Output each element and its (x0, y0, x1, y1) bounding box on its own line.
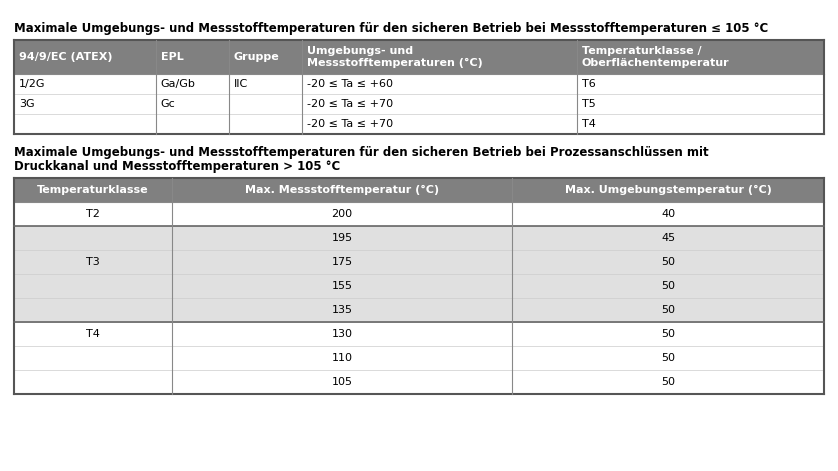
Bar (14, 346, 824, 370)
Text: 195: 195 (332, 233, 353, 243)
Text: Max. Umgebungstemperatur (°C): Max. Umgebungstemperatur (°C) (565, 185, 772, 195)
Text: 94/9/EC (ATEX): 94/9/EC (ATEX) (19, 52, 112, 62)
Text: 50: 50 (661, 329, 675, 339)
Text: Druckkanal und Messstofftemperaturen > 105 °C: Druckkanal und Messstofftemperaturen > 1… (14, 160, 340, 173)
Text: 200: 200 (332, 209, 353, 219)
Text: 50: 50 (661, 257, 675, 267)
Text: Maximale Umgebungs- und Messstofftemperaturen für den sicheren Betrieb bei Proze: Maximale Umgebungs- und Messstofftempera… (14, 146, 709, 159)
Text: T6: T6 (582, 79, 596, 89)
Text: EPL: EPL (161, 52, 184, 62)
Text: Gc: Gc (161, 99, 175, 109)
Text: 45: 45 (661, 233, 675, 243)
Bar (14, 274, 824, 298)
Bar (14, 202, 824, 226)
Text: 1/2G: 1/2G (19, 79, 45, 89)
Text: Maximale Umgebungs- und Messstofftemperaturen für den sicheren Betrieb bei Messs: Maximale Umgebungs- und Messstofftempera… (14, 22, 768, 35)
Bar (577, 40, 824, 74)
Text: IIC: IIC (234, 79, 248, 89)
Text: 50: 50 (661, 353, 675, 363)
Text: 175: 175 (332, 257, 353, 267)
Bar (14, 250, 824, 274)
Text: T4: T4 (86, 329, 100, 339)
Bar (302, 40, 577, 74)
Text: -20 ≤ Ta ≤ +70: -20 ≤ Ta ≤ +70 (307, 99, 393, 109)
Text: 155: 155 (332, 281, 353, 291)
Text: -20 ≤ Ta ≤ +60: -20 ≤ Ta ≤ +60 (307, 79, 392, 89)
Text: Umgebungs- und
Messstofftemperaturen (°C): Umgebungs- und Messstofftemperaturen (°C… (307, 46, 483, 68)
Bar (229, 40, 302, 74)
Bar (14, 298, 824, 322)
Text: 105: 105 (332, 377, 353, 387)
Bar (172, 178, 512, 202)
Bar (156, 40, 229, 74)
Text: 130: 130 (332, 329, 353, 339)
Text: 135: 135 (332, 305, 353, 315)
Text: 50: 50 (661, 377, 675, 387)
Text: Gruppe: Gruppe (234, 52, 279, 62)
Text: Temperaturklasse /
Oberflächentemperatur: Temperaturklasse / Oberflächentemperatur (582, 46, 730, 68)
Text: 40: 40 (661, 209, 675, 219)
Text: 3G: 3G (19, 99, 34, 109)
Text: Temperaturklasse: Temperaturklasse (37, 185, 149, 195)
Text: Max. Messstofftemperatur (°C): Max. Messstofftemperatur (°C) (245, 185, 439, 195)
Text: T4: T4 (582, 119, 596, 129)
Text: T3: T3 (86, 257, 100, 267)
Text: Ga/Gb: Ga/Gb (161, 79, 195, 89)
Text: T5: T5 (582, 99, 596, 109)
Text: 50: 50 (661, 281, 675, 291)
Bar (14, 40, 156, 74)
Text: 50: 50 (661, 305, 675, 315)
Bar (512, 178, 824, 202)
Bar (14, 178, 172, 202)
Text: 110: 110 (332, 353, 353, 363)
Text: -20 ≤ Ta ≤ +70: -20 ≤ Ta ≤ +70 (307, 119, 393, 129)
Bar (14, 322, 824, 346)
Bar (14, 226, 824, 250)
Bar (14, 370, 824, 394)
Text: T2: T2 (86, 209, 100, 219)
Bar (14, 74, 824, 134)
